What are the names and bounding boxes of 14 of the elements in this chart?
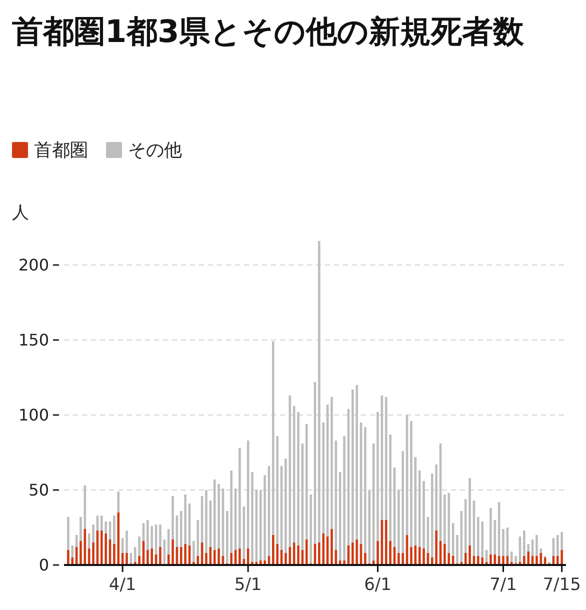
y-tick-label: 200	[18, 256, 49, 275]
y-axis-title: 人	[12, 203, 29, 223]
x-tick-label: 5/1	[234, 575, 262, 595]
x-tick-label: 7/15	[542, 575, 581, 595]
legend-label: 首都圏	[34, 140, 88, 161]
x-tick-label: 6/1	[364, 575, 392, 595]
x-tick-label: 4/1	[108, 575, 136, 595]
y-tick-label: 100	[18, 406, 49, 425]
y-tick-label: 150	[18, 330, 49, 350]
y-tick-label: 0	[38, 556, 49, 575]
y-tick-label: 50	[28, 480, 49, 500]
chart-title: 首都圏1都3県とその他の新規死者数	[12, 14, 526, 50]
legend-label: その他	[128, 140, 182, 161]
x-tick-label: 7/1	[490, 575, 517, 595]
